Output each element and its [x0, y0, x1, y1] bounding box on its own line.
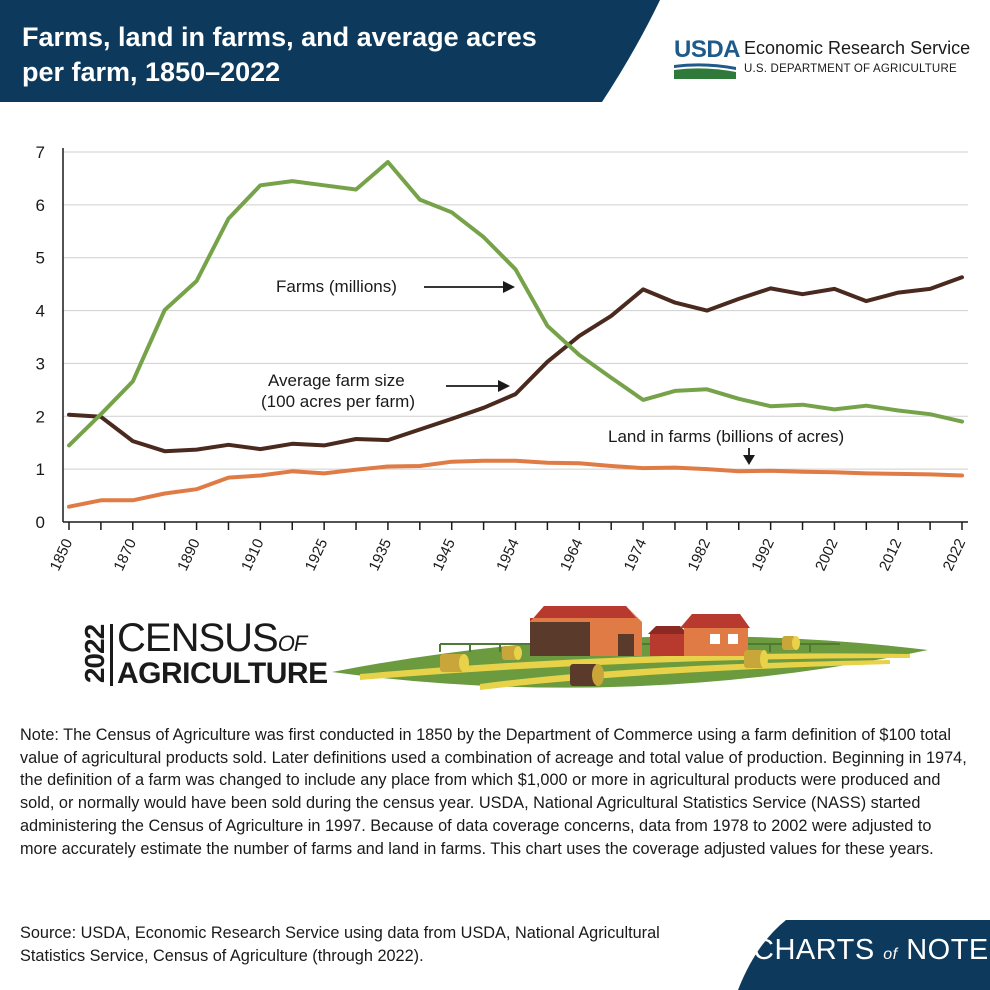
x-tick-label: 1890 — [174, 536, 204, 573]
usda-field-icon — [674, 63, 736, 79]
x-tick-label: 1870 — [110, 536, 140, 573]
chart-source: Source: USDA, Economic Research Service … — [20, 924, 660, 965]
x-tick-label: 1850 — [47, 536, 77, 573]
x-tick-label: 1945 — [429, 536, 459, 573]
department-name: U.S. DEPARTMENT OF AGRICULTURE — [744, 63, 957, 75]
x-axis: 1850 1870 1890 1910 1925 1935 1945 1954 1964 1974… — [47, 521, 970, 574]
census-agriculture: AGRICULTURE — [117, 657, 328, 690]
x-tick-label: 2002 — [812, 536, 842, 573]
series-lines — [67, 160, 964, 509]
y-tick-label: 2 — [36, 407, 45, 426]
y-axis: 0 1 2 3 4 5 6 7 — [36, 143, 64, 532]
x-tick-label: 1925 — [302, 536, 332, 573]
x-tick-label: 1974 — [621, 536, 651, 573]
arrowhead-land — [743, 455, 755, 465]
series-line-farms — [67, 160, 964, 448]
y-tick-label: 6 — [36, 196, 45, 215]
census-year: 2022 — [79, 624, 110, 684]
label-avg-size-line2: (100 acres per farm) — [261, 392, 415, 411]
chart-note: Note: The Census of Agriculture was firs… — [20, 726, 967, 858]
farm-illustration — [332, 606, 928, 690]
census-word: CENSUSOF — [117, 616, 307, 660]
chart-title: Farms, land in farms, and average acres … — [22, 22, 537, 87]
y-tick-label: 7 — [36, 143, 45, 162]
charts-of-note-logo: CHARTS of NOTE — [753, 934, 989, 966]
label-avg-size-line1: Average farm size — [268, 371, 405, 390]
header-background — [0, 0, 660, 102]
y-tick-label: 0 — [36, 513, 45, 532]
y-tick-label: 5 — [36, 249, 45, 268]
series-line-avg-size — [67, 275, 964, 454]
label-farms: Farms (millions) — [276, 277, 397, 296]
gridlines — [63, 151, 968, 470]
series-annotations: Farms (millions) Average farm size (100 … — [261, 277, 844, 465]
line-chart: 0 1 2 3 4 5 6 7 1850 1870 1890 1910 1925 1935 1945 195… — [36, 143, 970, 574]
census-divider — [110, 624, 113, 686]
census-of-agriculture-logo: 2022 CENSUSOF AGRICULTURE — [79, 616, 328, 692]
y-tick-label: 4 — [36, 302, 45, 321]
y-tick-label: 3 — [36, 354, 45, 373]
label-land: Land in farms (billions of acres) — [608, 427, 844, 446]
x-tick-label: 1992 — [748, 536, 778, 573]
arrowhead-farms — [503, 281, 515, 293]
x-tick-label: 1935 — [366, 536, 396, 573]
agency-name: Economic Research Service — [744, 38, 971, 58]
x-tick-label: 1964 — [557, 536, 587, 573]
arrowhead-avg-size — [498, 380, 510, 392]
header-band: Farms, land in farms, and average acres … — [0, 0, 990, 102]
x-tick-label: 1910 — [238, 536, 268, 573]
x-tick-label: 1982 — [685, 536, 715, 573]
x-tick-label: 1954 — [493, 536, 523, 573]
x-tick-label: 2012 — [876, 536, 906, 573]
usda-wordmark: USDA — [674, 36, 741, 63]
y-tick-label: 1 — [36, 460, 45, 479]
x-tick-label: 2022 — [940, 536, 970, 573]
series-line-land — [67, 458, 964, 509]
